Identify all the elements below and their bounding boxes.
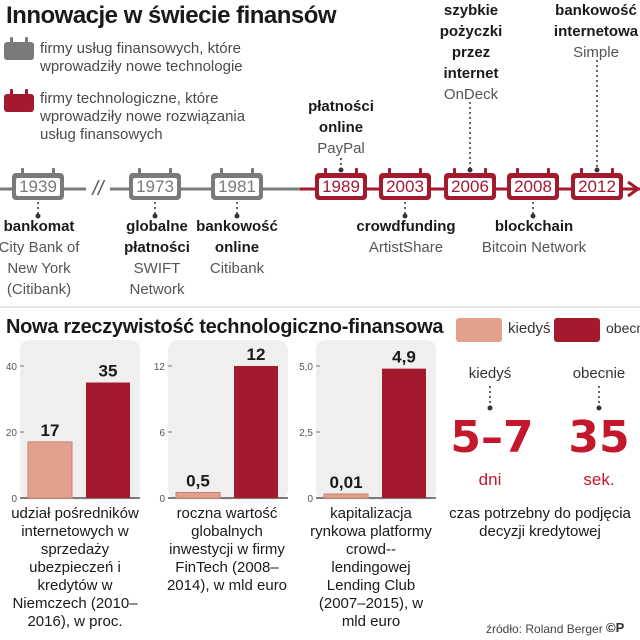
timeline-year-label: 2008 [514, 177, 552, 196]
timeline-break: // [86, 176, 110, 202]
event-internet-banking: bankowość internetowa Simple [546, 0, 640, 63]
chart-3-caption: kapitalizacja rynkowa platformy crowd--l… [310, 505, 432, 630]
legend-now-label: obecnie [606, 320, 640, 336]
chart-3-bar-kiedyś [323, 493, 369, 499]
event-sub: Simple [573, 44, 619, 61]
chart-1-tick: 20 [6, 428, 18, 439]
event-sub: Citibank [209, 260, 265, 277]
legend-red-text: firmy technologiczne, które wprowadziły … [40, 90, 246, 143]
chart-3-value-label: 0,01 [329, 473, 362, 492]
chart-3-tick: 5,0 [299, 362, 313, 373]
chart-2-bar-kiedyś [175, 492, 221, 499]
bar-charts: 0 20 40 17 35 0 6 12 0,5 12 0 2,5 5,0 0,01 4,9 [6, 340, 436, 505]
timeline-year-label: 2006 [451, 177, 489, 196]
event-bankomat: bankomat City Bank of New York (Citibank… [0, 216, 82, 300]
chart-1-value-label: 35 [99, 362, 118, 381]
timeline-year-label: 2003 [386, 177, 424, 196]
timeline-year-1939: 1939 [10, 166, 66, 202]
decision-then-value: 5–7 [450, 412, 534, 463]
legend-gray-text: firmy usług finansowych, które wprowadzi… [40, 40, 243, 75]
event-name: bankowość online [196, 218, 278, 256]
event-name: blockchain [494, 218, 574, 235]
gray-calendar-icon [4, 37, 34, 60]
decision-now-unit: sek. [583, 470, 615, 489]
chart-1-tick: 0 [11, 494, 17, 505]
decision-then-unit: dni [478, 470, 502, 489]
event-online-banking: bankowość online Citibank [194, 216, 280, 279]
timeline-year-2008: 2008 [505, 166, 561, 202]
event-sub: PayPal [317, 140, 365, 157]
event-name: crowdfunding [356, 218, 456, 235]
timeline-year-label: 2012 [578, 177, 616, 196]
event-crowdfunding: crowdfunding ArtistShare [344, 216, 468, 258]
page-title: Innowacje w świecie finansów [6, 2, 337, 29]
decision-now-value: 35 [568, 412, 630, 463]
event-sub: Bitcoin Network [481, 239, 587, 256]
event-name: płatności online [308, 98, 374, 136]
event-quick-loans: szybkie pożyczki przez internet OnDeck [425, 0, 517, 105]
chart-2-tick: 6 [159, 428, 165, 439]
event-name: bankowość internetowa [553, 2, 639, 40]
event-name: globalne płatności [124, 218, 190, 256]
chart-2-tick: 0 [159, 494, 165, 505]
chart-1-caption: udział pośredników internetowych w sprze… [11, 505, 139, 630]
legend-then-label: kiedyś [508, 320, 551, 337]
event-sub: City Bank of New York (Citibank) [0, 239, 80, 298]
section-divider [0, 306, 640, 308]
event-sub: ArtistShare [368, 239, 444, 256]
source-note: źródło: Roland Berger [486, 622, 603, 636]
event-blockchain: blockchain Bitcoin Network [474, 216, 594, 258]
chart-3-value-label: 4,9 [392, 348, 416, 367]
timeline-year-label: 1981 [218, 177, 256, 196]
chart-3-bar-obecnie [382, 368, 426, 498]
timeline-year-label: 1973 [136, 177, 174, 196]
chart-1-value-label: 17 [41, 421, 60, 440]
event-sub: OnDeck [443, 86, 499, 103]
timeline-year-label: 1989 [322, 177, 360, 196]
chart-2-caption: roczna wartość globalnych inwestycji w f… [166, 505, 288, 594]
chart-3-tick: 2,5 [299, 428, 313, 439]
timeline-year-2003: 2003 [377, 166, 433, 202]
timeline-year-1981: 1981 [209, 166, 265, 202]
chart-1-bar-obecnie [86, 382, 130, 498]
event-name: szybkie pożyczki przez internet [439, 2, 503, 82]
event-sub: SWIFT Network [129, 260, 185, 298]
red-calendar-icon [4, 89, 34, 112]
decision-then-label: kiedyś [468, 365, 512, 382]
legend-now-swatch [554, 318, 600, 342]
event-online-payments: płatności online PayPal [296, 96, 386, 159]
chart-2-bar-obecnie [234, 366, 278, 498]
chart-1-bar-kiedyś [27, 441, 73, 499]
event-global-payments: globalne płatności SWIFT Network [117, 216, 197, 300]
legend-then-swatch [456, 318, 502, 342]
chart-3-tick: 0 [307, 494, 313, 505]
chart-2-tick: 12 [154, 362, 166, 373]
chart-2-value-label: 0,5 [186, 472, 210, 491]
chart-2-value-label: 12 [247, 345, 266, 364]
timeline-year-1973: 1973 [127, 166, 183, 202]
timeline-year-1989: 1989 [313, 166, 369, 202]
event-name: bankomat [3, 218, 75, 235]
decision-connectors [487, 386, 602, 411]
decision-caption: czas potrzebny do podjęcia decyzji kredy… [449, 505, 631, 540]
timeline-year-2012: 2012 [569, 166, 625, 202]
section-title: Nowa rzeczywistość technologiczno-finans… [6, 316, 444, 338]
chart-1-tick: 40 [6, 362, 18, 373]
publisher-logo: ©P [606, 620, 625, 635]
timeline-year-2006: 2006 [442, 166, 498, 202]
timeline-year-label: 1939 [19, 177, 57, 196]
decision-now-label: obecnie [572, 365, 626, 382]
